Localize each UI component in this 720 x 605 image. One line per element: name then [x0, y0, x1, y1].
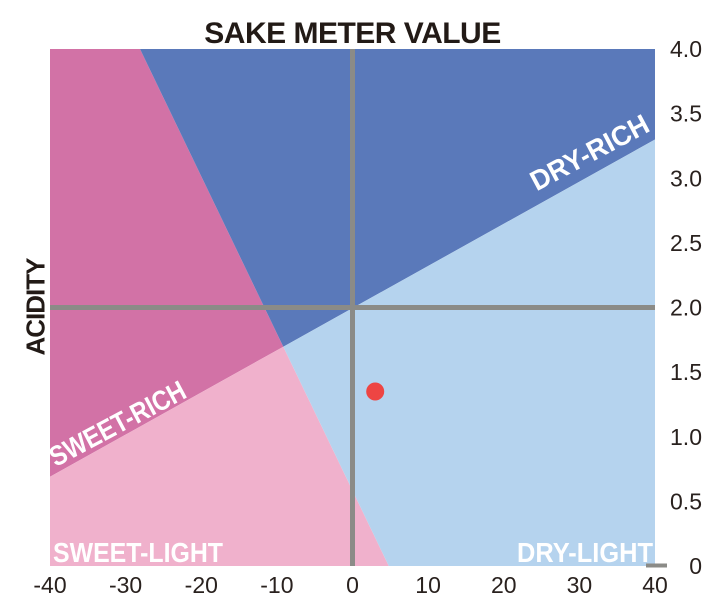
x-tick-label: -30	[109, 572, 142, 598]
y-tick-label: 1.0	[670, 424, 702, 450]
y-tick-label: 2.0	[670, 295, 702, 321]
region-dry-light	[283, 139, 655, 566]
y-tick-label: 1.5	[670, 359, 702, 385]
y-tick-label: 3.5	[670, 101, 702, 127]
y-tick-label: 2.5	[670, 230, 702, 256]
x-tick-label: 30	[567, 572, 593, 598]
chart-title: SAKE METER VALUE	[204, 17, 501, 50]
y-tick-label: 0	[689, 553, 702, 579]
region-sweet-light	[50, 346, 389, 566]
region-label-dry-light: DRY-LIGHT	[517, 537, 653, 568]
y-tick-label: 0.5	[670, 488, 702, 514]
x-tick-label: 20	[491, 572, 517, 598]
x-tick-label: -10	[260, 572, 293, 598]
region-label-sweet-light: SWEET-LIGHT	[53, 537, 223, 568]
x-tick-label: 0	[346, 572, 359, 598]
y-tick-label: 4.0	[670, 36, 702, 62]
region-sweet-rich	[50, 49, 284, 477]
x-tick-label: -20	[185, 572, 218, 598]
y-tick-label: 3.0	[670, 165, 702, 191]
x-tick-label: 10	[415, 572, 441, 598]
region-dry-rich	[140, 49, 655, 347]
x-tick-label: 40	[642, 572, 668, 598]
data-point-marker	[366, 382, 385, 401]
x-tick-label: -40	[33, 572, 66, 598]
